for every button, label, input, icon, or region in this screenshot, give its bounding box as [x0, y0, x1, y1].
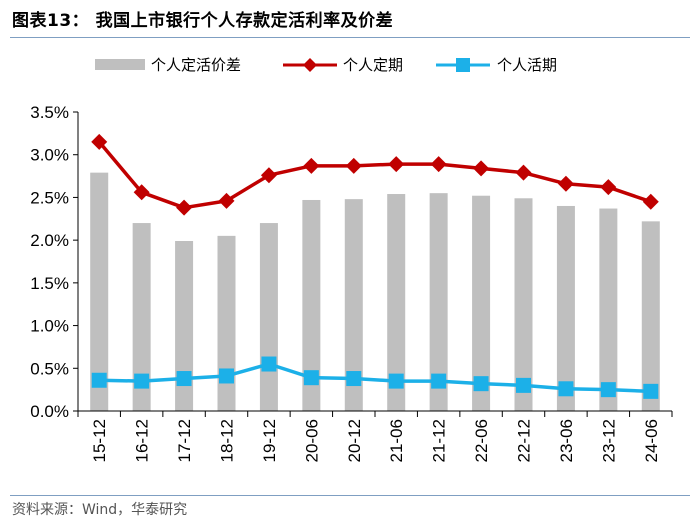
legend-swatch-spread — [95, 59, 145, 70]
y-tick-label: 3.0% — [30, 146, 69, 165]
title-rule — [10, 37, 690, 38]
line-fixed-point — [91, 133, 108, 150]
line-fixed-point — [345, 157, 362, 174]
line-fixed-point — [600, 179, 617, 196]
y-tick-label: 0.5% — [30, 359, 69, 378]
fixed-rate-series — [91, 133, 659, 216]
spread-bar — [175, 240, 194, 411]
demand-rate-series — [91, 356, 659, 399]
y-tick-label: 0.0% — [30, 402, 69, 421]
x-axis: 15-12 16-12 17-12 18-12 19-12 20-06 20-12 21-06… — [77, 410, 673, 462]
spread-bar — [132, 223, 151, 411]
line-demand-point — [303, 370, 319, 386]
line-fixed-point — [303, 157, 320, 174]
line-fixed-point — [388, 156, 405, 173]
x-tick-label: 16-12 — [133, 419, 152, 462]
chart: 个人定活价差 个人定期 个人活期 0.0% 0.5% 1.0% 1.5% 2.0% 2.5… — [30, 57, 673, 462]
spread-bar — [344, 199, 363, 411]
line-demand-point — [219, 368, 234, 384]
line-fixed-point — [557, 175, 574, 192]
y-axis: 0.0% 0.5% 1.0% 1.5% 2.0% 2.5% 3.0% 3.5% — [30, 103, 79, 421]
x-tick-label: 22-12 — [515, 419, 534, 462]
line-demand-point — [516, 377, 531, 393]
x-tick-label: 24-06 — [642, 419, 661, 462]
line-fixed-point — [642, 193, 659, 210]
legend-swatch-demand-marker — [456, 58, 470, 72]
line-demand-point — [431, 373, 447, 389]
spread-bar — [514, 198, 533, 411]
x-tick-label: 23-12 — [599, 419, 618, 462]
spread-bar — [599, 208, 618, 411]
line-demand-point — [643, 383, 659, 399]
x-tick-label: 21-12 — [430, 419, 449, 462]
line-demand-point — [134, 373, 150, 389]
spread-bars — [90, 172, 660, 411]
line-fixed-point — [218, 192, 235, 209]
spread-bar — [387, 194, 406, 411]
x-tick-label: 15-12 — [90, 419, 109, 462]
spread-bar — [302, 199, 321, 411]
x-tick-label: 20-12 — [345, 419, 364, 462]
line-fixed-point — [176, 199, 193, 216]
x-tick-label: 20-06 — [302, 419, 321, 462]
line-demand-point — [600, 382, 616, 398]
spread-bar — [90, 172, 109, 411]
line-fixed-line — [97, 140, 652, 210]
y-tick-label: 2.5% — [30, 188, 69, 207]
line-demand-point — [473, 376, 489, 392]
line-demand-point — [261, 356, 277, 372]
line-demand-point — [388, 373, 404, 389]
line-fixed-point — [515, 164, 532, 181]
spread-bar — [472, 195, 491, 411]
x-tick-label: 17-12 — [175, 419, 194, 462]
line-fixed-point — [133, 184, 150, 201]
x-tick-label: 18-12 — [218, 419, 237, 462]
spread-bar — [556, 205, 575, 411]
y-tick-label: 1.5% — [30, 274, 69, 293]
x-tick-label: 22-06 — [472, 419, 491, 462]
legend-label-fixed: 个人定期 — [343, 57, 403, 74]
y-tick-label: 2.0% — [30, 231, 69, 250]
source-note: 资料来源：Wind，华泰研究 — [12, 502, 188, 518]
legend-label-demand: 个人活期 — [497, 57, 557, 74]
source-rule — [10, 495, 690, 496]
legend: 个人定活价差 个人定期 个人活期 — [95, 57, 557, 74]
line-demand-point — [91, 372, 107, 388]
line-fixed-point — [473, 160, 490, 177]
line-demand-point — [346, 371, 362, 387]
figure-title: 图表13： 我国上市银行个人存款定活利率及价差 — [12, 11, 394, 31]
legend-swatch-fixed-marker — [303, 58, 317, 72]
line-demand-point — [176, 371, 192, 387]
legend-label-spread: 个人定活价差 — [151, 57, 241, 74]
spread-bar — [217, 235, 236, 411]
spread-bar — [429, 193, 448, 411]
x-tick-label: 19-12 — [260, 419, 279, 462]
x-tick-label: 21-06 — [387, 419, 406, 462]
spread-bar — [641, 221, 660, 411]
line-demand-point — [558, 381, 574, 397]
spread-bar — [259, 223, 278, 411]
x-tick-label: 23-06 — [557, 419, 576, 462]
y-tick-label: 3.5% — [30, 103, 69, 122]
line-fixed-point — [430, 156, 447, 173]
y-tick-label: 1.0% — [30, 317, 69, 336]
line-fixed-point — [260, 167, 277, 184]
